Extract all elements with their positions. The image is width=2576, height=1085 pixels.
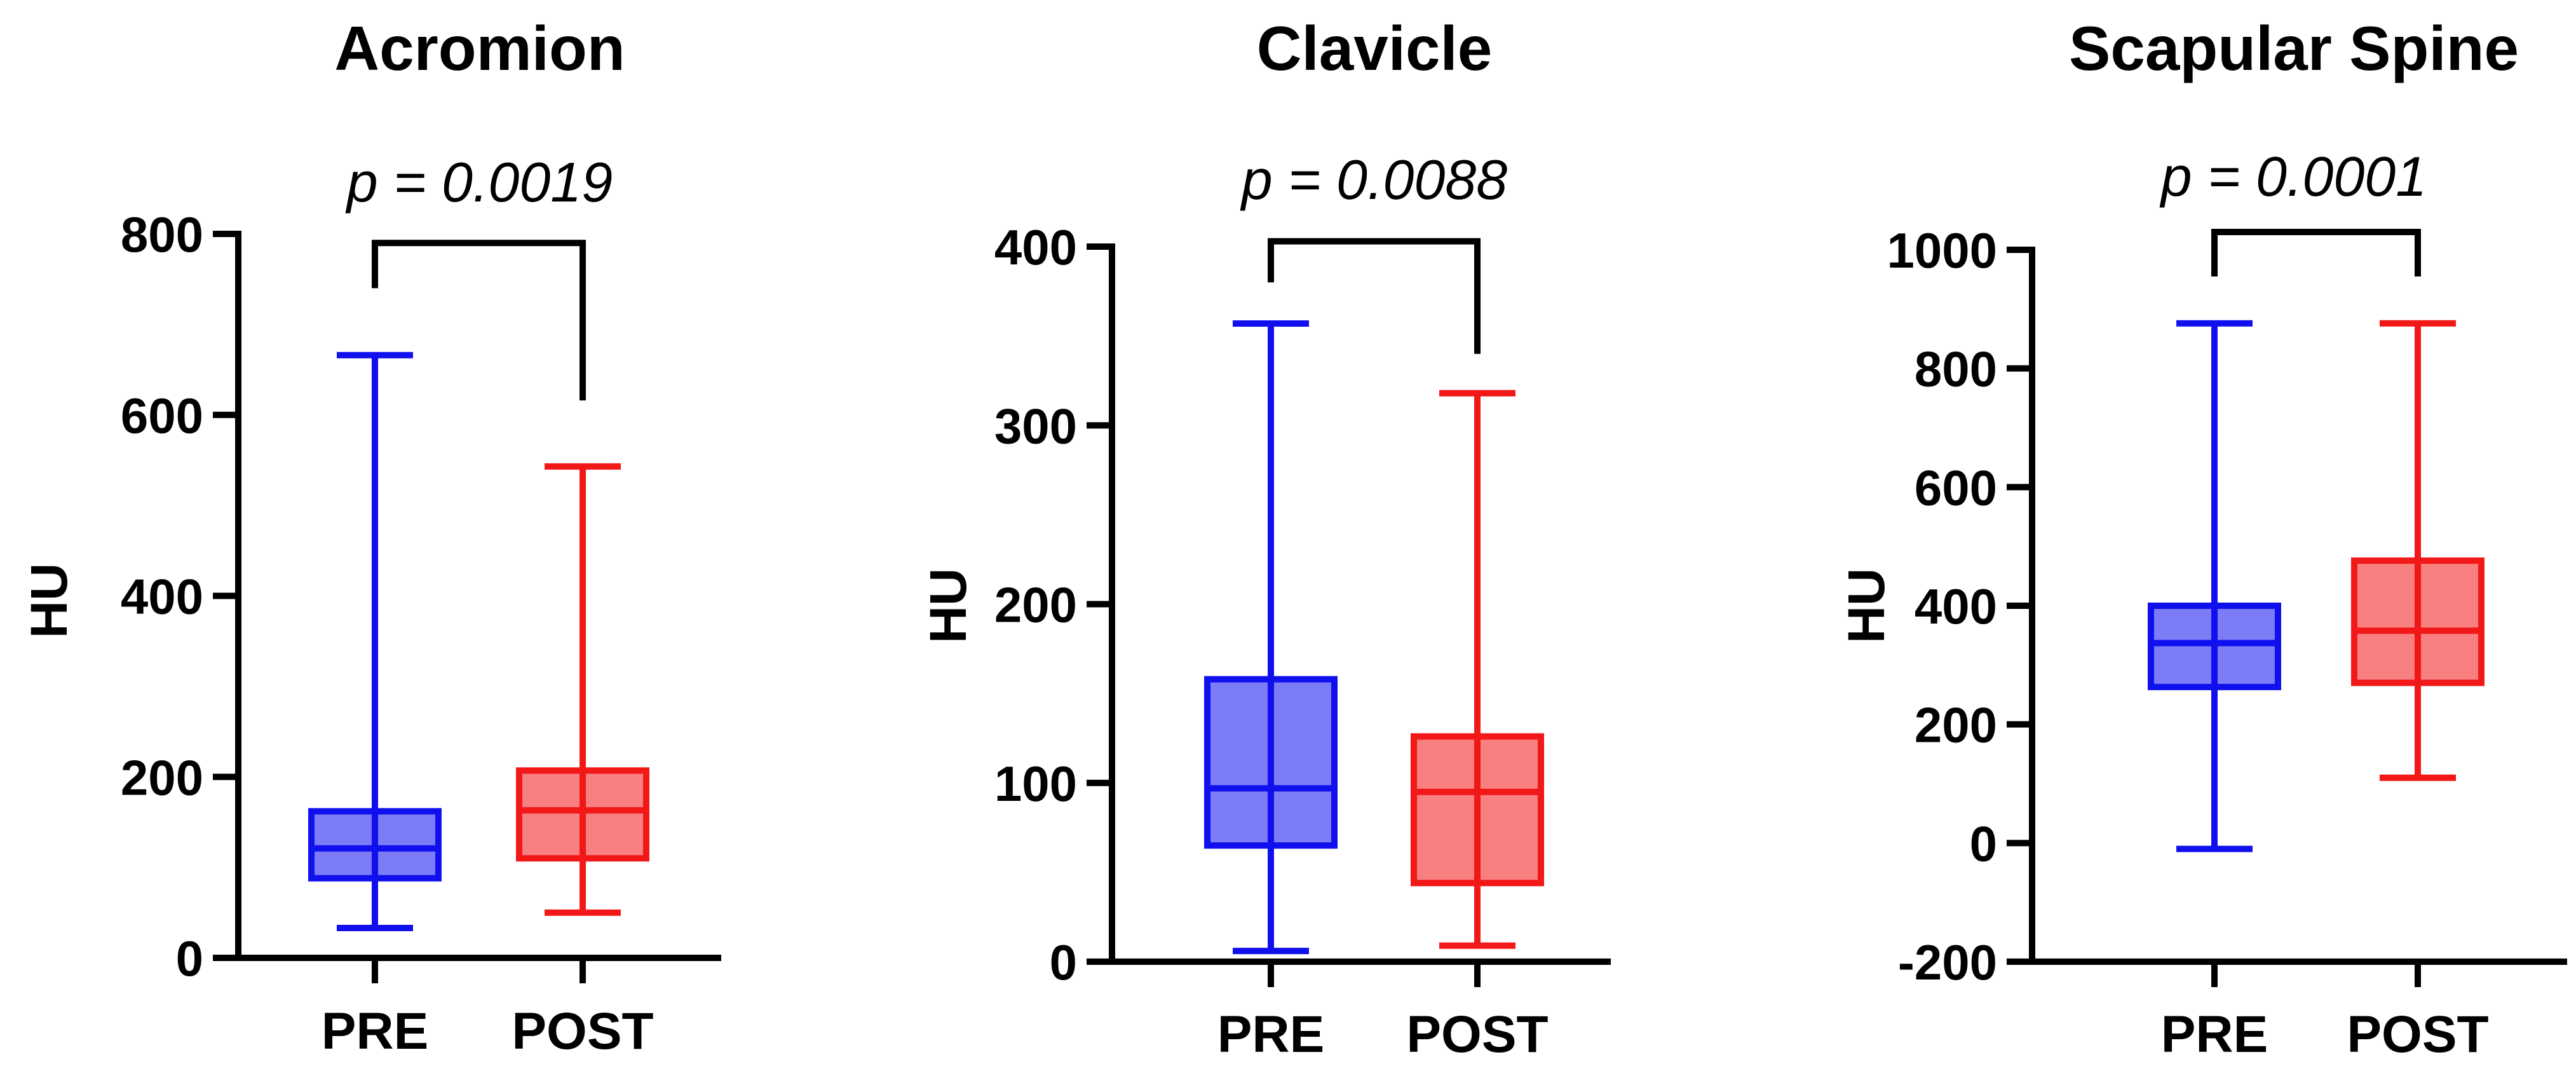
y-tick-label: 800 bbox=[121, 207, 203, 263]
significance-bracket bbox=[372, 240, 586, 400]
chart-title: Acromion bbox=[334, 13, 625, 83]
bracket-path bbox=[1268, 238, 1481, 354]
y-tick-label: 1000 bbox=[1887, 222, 1997, 278]
box-iqr bbox=[308, 808, 442, 882]
y-tick-label: 800 bbox=[1915, 341, 1997, 397]
box-plots bbox=[2148, 320, 2484, 852]
box-iqr bbox=[516, 767, 649, 862]
x-tick-label-post: POST bbox=[1406, 1006, 1548, 1063]
box-plots bbox=[308, 351, 649, 932]
x-tick-label-pre: PRE bbox=[2161, 1006, 2268, 1063]
x-tick-label-post: POST bbox=[512, 1002, 653, 1060]
box-iqr bbox=[1204, 676, 1338, 849]
box-iqr bbox=[2351, 557, 2484, 686]
y-axis-label: HU bbox=[1838, 568, 1895, 643]
y-tick-label: -200 bbox=[1898, 934, 1997, 990]
y-axis-ticks: -200 0 200 400 600 800 1000 bbox=[1887, 222, 2421, 990]
y-tick-label: 300 bbox=[994, 398, 1077, 454]
box-iqr bbox=[2148, 603, 2281, 690]
chart-panel-acromion: Acromion HU p = 0.0019 0 200 400 600 800 PRE… bbox=[20, 13, 721, 1060]
significance-bracket bbox=[2211, 229, 2421, 276]
y-tick-label: 600 bbox=[121, 388, 203, 444]
x-tick-label-post: POST bbox=[2347, 1006, 2488, 1063]
x-tick-label-pre: PRE bbox=[1217, 1006, 1325, 1063]
box-iqr bbox=[1411, 733, 1544, 887]
bracket-path bbox=[372, 240, 586, 400]
chart-panel-clavicle: Clavicle HU p = 0.0088 0 100 200 300 400 PRE… bbox=[919, 13, 1611, 1063]
bracket-path bbox=[2211, 229, 2421, 276]
y-tick-label: 200 bbox=[994, 577, 1077, 633]
x-tick-label-pre: PRE bbox=[322, 1002, 429, 1060]
box-plot-pre bbox=[308, 351, 442, 932]
box-plot-post bbox=[516, 463, 649, 916]
y-tick-label: 200 bbox=[1915, 697, 1997, 753]
box-plot-post bbox=[2351, 320, 2484, 781]
y-tick-label: 200 bbox=[121, 749, 203, 805]
y-tick-label: 400 bbox=[1915, 578, 1997, 634]
y-tick-label: 0 bbox=[176, 931, 203, 986]
y-tick-label: 100 bbox=[994, 756, 1077, 812]
p-value-annotation: p = 0.0019 bbox=[345, 151, 613, 214]
significance-bracket bbox=[1268, 238, 1481, 354]
box-plot-pre bbox=[2148, 320, 2281, 852]
y-axis-label: HU bbox=[919, 568, 977, 643]
chart-title: Scapular Spine bbox=[2069, 13, 2519, 83]
y-axis-ticks: 0 100 200 300 400 bbox=[994, 219, 1481, 990]
y-tick-label: 0 bbox=[1050, 934, 1077, 990]
y-axis-label: HU bbox=[20, 563, 78, 638]
y-tick-label: 600 bbox=[1915, 460, 1997, 515]
box-plots bbox=[1204, 320, 1544, 955]
box-plot-post bbox=[1411, 390, 1544, 949]
y-tick-label: 400 bbox=[121, 569, 203, 625]
y-tick-label: 0 bbox=[1970, 815, 1997, 871]
chart-title: Clavicle bbox=[1257, 13, 1492, 83]
y-tick-label: 400 bbox=[994, 219, 1077, 275]
chart-panel-scapular-spine: Scapular Spine HU p = 0.0001 -200 0 200 400… bbox=[1838, 13, 2567, 1063]
p-value-annotation: p = 0.0001 bbox=[2159, 145, 2427, 208]
box-plot-pre bbox=[1204, 320, 1338, 955]
p-value-annotation: p = 0.0088 bbox=[1240, 148, 1507, 211]
y-axis-ticks: 0 200 400 600 800 bbox=[121, 207, 586, 986]
